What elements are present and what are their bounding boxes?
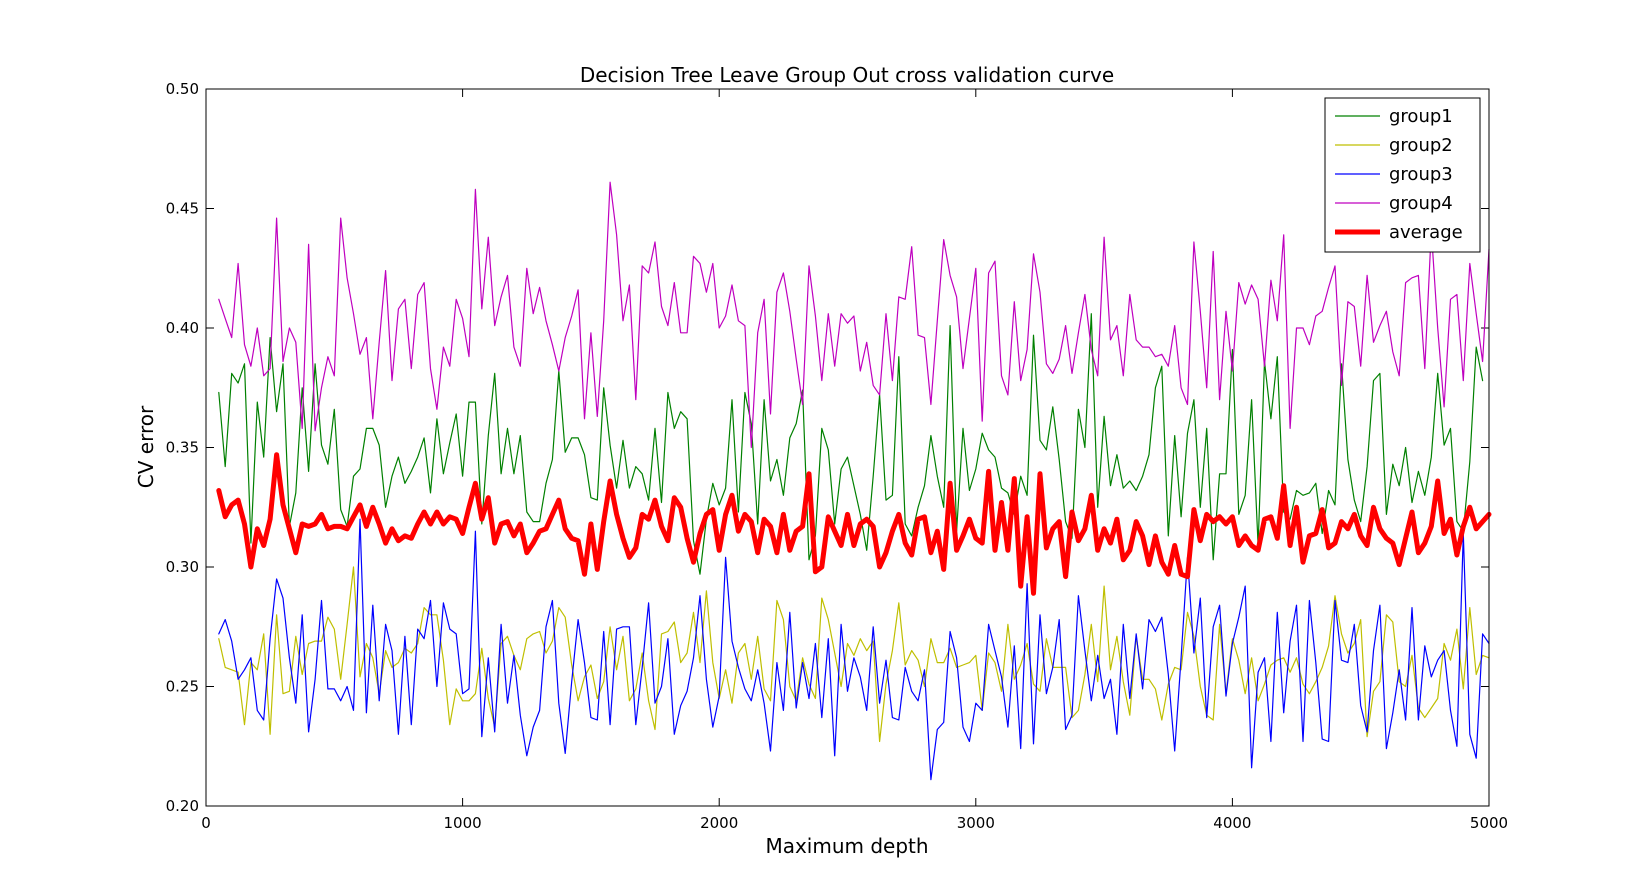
x-axis: 0 1000 2000 3000 4000 5000 xyxy=(201,89,1508,832)
legend-label-group3: group3 xyxy=(1389,164,1453,185)
series-line-average xyxy=(216,452,1492,596)
y-tick-label: 0.30 xyxy=(166,558,199,576)
y-axis-label: CV error xyxy=(134,405,158,488)
series-line-group1 xyxy=(218,313,1484,575)
y-tick-label: 0.45 xyxy=(166,200,199,218)
y-tick-label: 0.40 xyxy=(166,319,199,337)
x-axis-label: Maximum depth xyxy=(765,834,928,858)
y-tick-label: 0.20 xyxy=(166,797,199,815)
legend: group1 group2 group3 group4 average xyxy=(1324,97,1481,253)
x-tick-label: 0 xyxy=(201,814,211,832)
legend-box xyxy=(1324,97,1481,253)
y-tick-label: 0.50 xyxy=(166,80,199,98)
legend-label-group4: group4 xyxy=(1389,193,1453,214)
series-line-group3 xyxy=(218,518,1490,781)
legend-label-group2: group2 xyxy=(1389,135,1453,156)
x-tick-label: 2000 xyxy=(700,814,738,832)
plot-frame xyxy=(205,88,1490,807)
y-axis: 0.20 0.25 0.30 0.35 0.40 0.45 0.50 xyxy=(166,80,1489,815)
series-line-group2 xyxy=(218,566,1490,743)
x-tick-label: 4000 xyxy=(1213,814,1251,832)
x-tick-label: 5000 xyxy=(1470,814,1508,832)
y-tick-label: 0.35 xyxy=(166,439,199,457)
series-lines xyxy=(216,181,1492,781)
legend-label-average: average xyxy=(1389,222,1463,243)
chart-title: Decision Tree Leave Group Out cross vali… xyxy=(580,63,1114,87)
series-line-group4 xyxy=(218,181,1490,449)
y-tick-label: 0.25 xyxy=(166,678,199,696)
x-tick-label: 3000 xyxy=(957,814,995,832)
plot-area xyxy=(206,89,1489,806)
legend-label-group1: group1 xyxy=(1389,106,1453,127)
x-tick-label: 1000 xyxy=(444,814,482,832)
